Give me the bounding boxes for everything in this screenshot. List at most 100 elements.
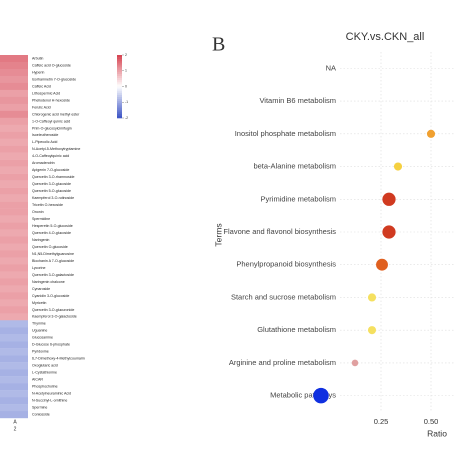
row-label: Quercetin 3-O-glucuronide — [32, 308, 74, 312]
heatmap-cell — [0, 278, 28, 286]
row-label: Spermine — [32, 405, 47, 409]
row-label: Ononin — [32, 210, 44, 214]
heatmap-cell — [0, 362, 28, 370]
row-label: Caffeic Acid — [32, 84, 51, 88]
row-label: Aromadendrin — [32, 161, 55, 165]
category-label: Starch and sucrose metabolism — [231, 292, 336, 301]
heatmap-cell — [0, 320, 28, 328]
category-label: Phenylpropanoid biosynthesis — [236, 260, 336, 269]
colorbar-step — [117, 86, 122, 89]
row-label: AICAR — [32, 378, 43, 382]
heatmap-cell — [0, 173, 28, 181]
row-label: Lithospermic Acid — [32, 91, 60, 95]
category-label: beta-Alanine metabolism — [253, 162, 336, 171]
row-label: Isoeleutheroside — [32, 133, 58, 137]
row-label: Kaempferol 3-O-galactoside — [32, 315, 77, 319]
heatmap-cell — [0, 390, 28, 398]
row-label: N1,N5-Dimethylguanosine — [32, 252, 74, 256]
heatmap-cell — [0, 187, 28, 195]
row-label: Caffeic acid O-glucoside — [32, 63, 71, 67]
colorbar-step — [117, 65, 122, 68]
colorbar-step — [117, 92, 122, 96]
point — [367, 326, 377, 335]
row-label: 4-O-Caffeoylquinic acid — [32, 154, 69, 158]
row-label: Naringenin chalcone — [32, 280, 65, 284]
row-label: L-Pipecolic Acid — [32, 140, 57, 144]
colorbar-step — [117, 55, 122, 58]
heatmap-cell — [0, 306, 28, 314]
category-label: Metabolic pathways — [270, 391, 336, 400]
x-axis-label: Ratio — [427, 428, 447, 438]
row-label: Arbutin — [32, 56, 43, 60]
colorbar-step — [117, 115, 122, 119]
row-label: Pyridoxine — [32, 350, 49, 354]
row-label: Cynaroside — [32, 287, 50, 291]
category-label: Glutathione metabolism — [257, 325, 336, 334]
heatmap-cell — [0, 397, 28, 405]
y-axis-label: Terms — [213, 223, 223, 246]
point — [367, 293, 377, 302]
heatmap-cell — [0, 299, 28, 307]
point — [351, 359, 359, 367]
row-label: L-Cystathionine — [32, 371, 57, 375]
colorbar-step — [117, 69, 122, 73]
x-tick-label: 0.50 — [424, 417, 439, 426]
heatmap-cell — [0, 89, 28, 98]
heatmap-cell — [0, 376, 28, 384]
colorbar-step — [117, 101, 122, 104]
heatmap-cell — [0, 124, 28, 132]
point — [313, 387, 329, 404]
colorbar-step — [117, 78, 122, 81]
heatmap-cell — [0, 103, 28, 112]
heatmap-cell — [0, 313, 28, 321]
row-label: Glucosamine — [32, 336, 53, 340]
row-label: Quercetin 3-O-rhamnoside — [32, 175, 75, 179]
colorbar-step — [117, 80, 122, 83]
colorbar-step — [117, 88, 122, 91]
heatmap-cell — [0, 327, 28, 335]
colorbar-step — [117, 76, 122, 79]
chart-title: CKY.vs.CKN_all — [346, 31, 425, 43]
colorbar-step — [117, 57, 122, 60]
row-label: Kaempferol 3-O-rutinoside — [32, 196, 74, 200]
row-label: Quercetin 3-O-galactoside — [32, 273, 74, 277]
colorbar-step — [117, 103, 122, 106]
heatmap-cell — [0, 236, 28, 244]
x-tick-label: 0.25 — [374, 417, 389, 426]
row-label: Oxoglutaric acid — [32, 364, 58, 368]
category-label: Inositol phosphate metabolism — [235, 129, 336, 138]
category-label: Flavone and flavonol biosynthesis — [223, 227, 336, 236]
heatmap-cell — [0, 131, 28, 139]
heatmap-cell — [0, 292, 28, 300]
colorbar-step — [117, 73, 122, 77]
row-label: Phosphocholine — [32, 385, 58, 389]
row-label: Spermidine — [32, 217, 50, 221]
row-label: Lycorine — [32, 266, 45, 270]
row-label: Thymine — [32, 322, 46, 326]
heatmap-cell — [0, 285, 28, 293]
row-label: 6,7-Dimethoxy-4-Methylcoumarin — [32, 357, 85, 361]
row-label: N-Acetyl-5-Methoxytryptamine — [32, 147, 80, 151]
heatmap-cell — [0, 341, 28, 349]
colorbar-step — [117, 94, 122, 98]
heatmap-cell — [0, 55, 28, 63]
heatmap-cell — [0, 61, 28, 70]
row-label: N-Acetylneuraminic Acid — [32, 392, 71, 396]
row-label: Isorhamnetin 7-O-glucoside — [32, 77, 76, 81]
category-label: Pyrimidine metabolism — [261, 194, 336, 203]
heatmap-cell — [0, 138, 28, 146]
point — [376, 258, 388, 271]
colorbar-tick-label: 0 — [125, 84, 127, 88]
heatmap-cell — [0, 201, 28, 209]
colorbar-step — [117, 61, 122, 64]
row-label: Cyanidin 3-O-glucoside — [32, 294, 69, 298]
colorbar-step — [117, 97, 122, 100]
row-label: Chlorogenic acid methyl ester — [32, 112, 80, 116]
colorbar-step — [117, 105, 122, 108]
colorbar-step — [117, 99, 122, 102]
row-label: Quercetin 4-O-glucoside — [32, 231, 71, 235]
row-label: Apigenin 7-O-glucoside — [32, 168, 69, 172]
heatmap-cell — [0, 271, 28, 279]
column-label: 2 — [14, 426, 17, 432]
